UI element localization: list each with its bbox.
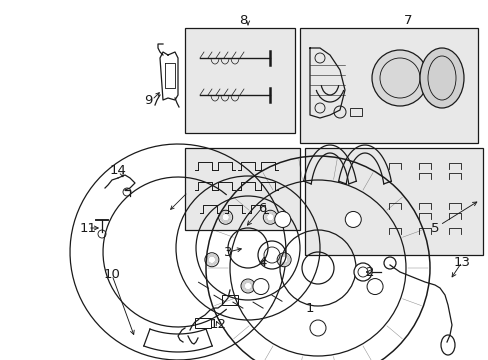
Circle shape [263, 210, 277, 224]
Text: 14: 14 [109, 163, 126, 176]
Ellipse shape [419, 48, 463, 108]
Text: 9: 9 [143, 94, 152, 107]
Circle shape [309, 320, 325, 336]
Text: 10: 10 [103, 269, 120, 282]
Ellipse shape [440, 335, 454, 355]
Circle shape [241, 279, 254, 293]
Text: 7: 7 [403, 14, 411, 27]
Bar [222, 295, 238, 305]
Circle shape [274, 211, 290, 228]
Text: 6: 6 [257, 202, 265, 215]
Text: 5: 5 [430, 221, 438, 234]
Bar [195, 318, 210, 328]
Text: 1: 1 [305, 302, 314, 315]
Bar [299, 28, 477, 143]
Text: 2: 2 [365, 266, 373, 279]
Bar [184, 28, 294, 133]
Bar [184, 148, 299, 230]
Circle shape [353, 263, 371, 281]
Text: 8: 8 [238, 14, 246, 27]
Bar [349, 108, 361, 116]
Circle shape [277, 253, 290, 267]
Bar [305, 148, 482, 255]
Text: 11: 11 [80, 221, 96, 234]
Text: 4: 4 [258, 256, 266, 269]
Text: 12: 12 [209, 319, 226, 332]
Circle shape [252, 279, 268, 294]
Circle shape [366, 279, 382, 294]
Circle shape [218, 210, 232, 224]
Ellipse shape [371, 50, 427, 106]
Circle shape [345, 211, 361, 228]
Circle shape [204, 253, 219, 267]
Text: 3: 3 [224, 246, 232, 258]
Text: 13: 13 [452, 256, 469, 269]
